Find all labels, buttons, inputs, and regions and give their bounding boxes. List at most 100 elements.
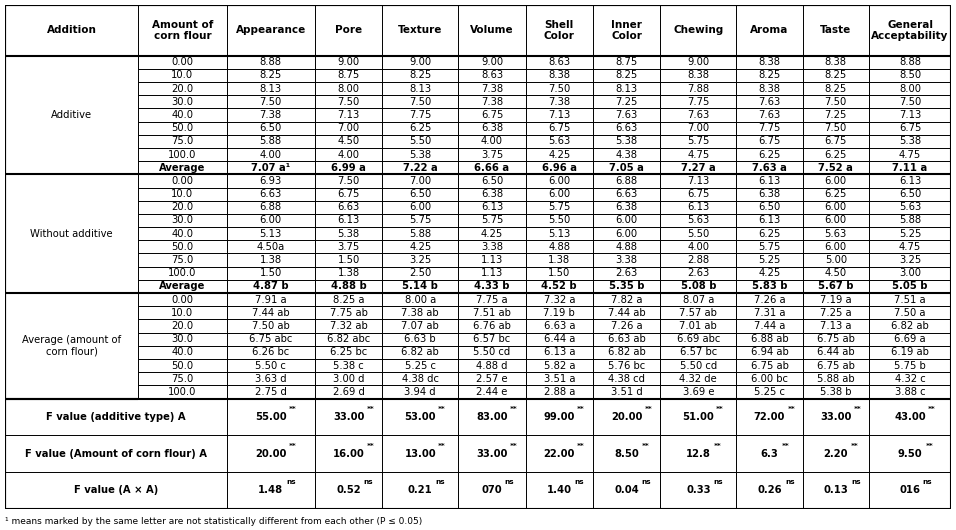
Text: 2.63: 2.63 [616, 268, 638, 278]
Text: 7.82 a: 7.82 a [611, 295, 642, 305]
Text: 3.51 d: 3.51 d [611, 387, 642, 397]
Text: 5.38: 5.38 [337, 228, 359, 239]
Text: 6.00: 6.00 [825, 242, 847, 252]
Text: 20.0: 20.0 [171, 84, 193, 94]
Text: 8.13: 8.13 [616, 84, 638, 94]
Text: 5.35 b: 5.35 b [609, 281, 644, 292]
Text: 6.66 a: 6.66 a [474, 163, 510, 173]
Text: ns: ns [641, 479, 651, 485]
Text: 6.63: 6.63 [337, 202, 359, 213]
Text: 6.00: 6.00 [825, 202, 847, 213]
Text: 5.63: 5.63 [899, 202, 922, 213]
Text: 6.13 a: 6.13 a [544, 347, 576, 357]
Text: 7.07 a¹: 7.07 a¹ [251, 163, 291, 173]
Text: 7.19 b: 7.19 b [543, 308, 576, 318]
Text: 6.13: 6.13 [758, 176, 781, 186]
Text: 40.0: 40.0 [171, 228, 193, 239]
Text: 40.0: 40.0 [171, 347, 193, 357]
Text: 5.25 c: 5.25 c [754, 387, 785, 397]
Text: 3.00 d: 3.00 d [333, 374, 364, 384]
Text: 4.88: 4.88 [616, 242, 638, 252]
Text: 7.13: 7.13 [337, 110, 359, 120]
Text: 20.0: 20.0 [171, 321, 193, 331]
Text: 0.21: 0.21 [408, 485, 433, 496]
Text: 5.75: 5.75 [687, 136, 709, 146]
Text: 8.75: 8.75 [616, 57, 638, 67]
Text: 3.63 d: 3.63 d [255, 374, 287, 384]
Text: 5.38 c: 5.38 c [333, 360, 364, 370]
Text: 6.63 ab: 6.63 ab [608, 334, 645, 344]
Text: 6.75: 6.75 [337, 189, 359, 199]
Text: 7.44 ab: 7.44 ab [252, 308, 290, 318]
Text: Average: Average [160, 163, 206, 173]
Text: 6.50: 6.50 [409, 189, 431, 199]
Text: 5.88: 5.88 [260, 136, 282, 146]
Text: 8.25: 8.25 [409, 70, 431, 81]
Text: 6.00: 6.00 [616, 216, 638, 225]
Text: 6.38: 6.38 [481, 123, 503, 133]
Text: 6.69 abc: 6.69 abc [677, 334, 720, 344]
Text: 6.96 a: 6.96 a [542, 163, 576, 173]
Text: 6.00: 6.00 [409, 202, 431, 213]
Text: 50.0: 50.0 [171, 123, 193, 133]
Text: 5.14 b: 5.14 b [402, 281, 438, 292]
Text: 5.50: 5.50 [548, 216, 571, 225]
Text: 8.88: 8.88 [260, 57, 282, 67]
Text: 5.08 b: 5.08 b [681, 281, 716, 292]
Text: 7.05 a: 7.05 a [609, 163, 644, 173]
Text: 1.50: 1.50 [260, 268, 282, 278]
Text: 6.93: 6.93 [260, 176, 282, 186]
Text: 4.75: 4.75 [899, 242, 922, 252]
Text: 33.00: 33.00 [333, 412, 364, 422]
Text: 6.00: 6.00 [825, 176, 847, 186]
Text: 75.0: 75.0 [171, 255, 193, 265]
Text: 7.50 ab: 7.50 ab [251, 321, 290, 331]
Text: 6.75: 6.75 [758, 136, 781, 146]
Text: 30.0: 30.0 [171, 97, 193, 107]
Text: 3.38: 3.38 [481, 242, 503, 252]
Text: 5.88: 5.88 [409, 228, 431, 239]
Text: ns: ns [785, 479, 794, 485]
Text: **: ** [644, 406, 652, 412]
Text: 7.32 ab: 7.32 ab [330, 321, 367, 331]
Text: 6.57 bc: 6.57 bc [680, 347, 717, 357]
Text: 5.25: 5.25 [899, 228, 922, 239]
Text: ns: ns [286, 479, 295, 485]
Text: 0.00: 0.00 [171, 57, 193, 67]
Text: **: ** [641, 443, 650, 448]
Text: 6.13: 6.13 [687, 202, 709, 213]
Text: 12.8: 12.8 [685, 449, 710, 458]
Text: 6.13: 6.13 [481, 202, 503, 213]
Text: 7.25 a: 7.25 a [820, 308, 852, 318]
Text: **: ** [511, 443, 518, 448]
Text: 43.00: 43.00 [894, 412, 925, 422]
Text: F value (A × A): F value (A × A) [74, 485, 158, 496]
Text: 6.75 abc: 6.75 abc [250, 334, 293, 344]
Text: 75.0: 75.0 [171, 374, 193, 384]
Text: 6.00: 6.00 [260, 216, 282, 225]
Text: 6.25: 6.25 [825, 149, 847, 160]
Text: 7.63: 7.63 [687, 110, 709, 120]
Text: Appearance: Appearance [235, 25, 306, 36]
Text: **: ** [438, 443, 446, 448]
Text: 5.13: 5.13 [260, 228, 282, 239]
Text: 4.75: 4.75 [687, 149, 709, 160]
Text: 30.0: 30.0 [171, 216, 193, 225]
Text: 7.57 ab: 7.57 ab [680, 308, 717, 318]
Text: 2.20: 2.20 [823, 449, 848, 458]
Text: 7.07 ab: 7.07 ab [402, 321, 439, 331]
Text: 6.44 a: 6.44 a [544, 334, 575, 344]
Text: 53.00: 53.00 [404, 412, 436, 422]
Text: 6.75 ab: 6.75 ab [750, 360, 789, 370]
Text: 6.19 ab: 6.19 ab [891, 347, 929, 357]
Text: 8.00 a: 8.00 a [404, 295, 436, 305]
Text: **: ** [289, 406, 296, 412]
Text: 9.00: 9.00 [687, 57, 709, 67]
Text: 8.13: 8.13 [260, 84, 282, 94]
Text: 8.38: 8.38 [825, 57, 847, 67]
Text: 6.50: 6.50 [481, 176, 503, 186]
Text: 40.0: 40.0 [171, 110, 193, 120]
Text: 7.26 a: 7.26 a [611, 321, 642, 331]
Text: 7.63: 7.63 [758, 97, 781, 107]
Text: 6.38: 6.38 [758, 189, 781, 199]
